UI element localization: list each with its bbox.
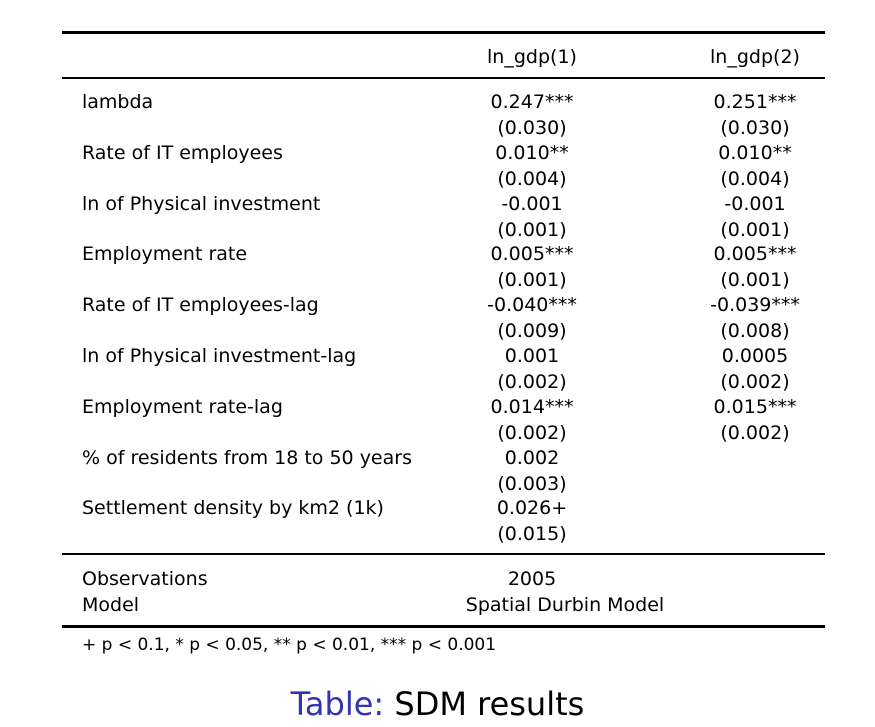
se-col2: (0.002) [720,422,790,444]
observations-label: Observations [82,568,208,590]
column-header-1: ln_gdp(1) [487,46,577,68]
coef-col1: -0.040*** [487,294,577,316]
se-col1: (0.002) [497,371,567,393]
coef-col2: 0.251*** [713,91,797,113]
table-bottom-rule [62,625,825,628]
coef-col1: -0.001 [501,193,563,215]
row-label: ln of Physical investment [82,193,321,215]
model-value: Spatial Durbin Model [465,594,665,616]
caption-tag: Table: [290,685,385,723]
se-col1: (0.001) [497,269,567,291]
coef-col2: 0.0005 [721,345,789,367]
table-top-rule [62,31,825,34]
se-col1: (0.030) [497,117,567,139]
se-col1: (0.004) [497,168,567,190]
coef-col1: 0.026+ [496,497,568,519]
row-label: ln of Physical investment-lag [82,345,357,367]
se-col1: (0.009) [497,320,567,342]
se-col1: (0.015) [497,523,567,545]
se-col1: (0.001) [497,219,567,241]
observations-value: 2005 [507,568,557,590]
se-col2: (0.001) [720,269,790,291]
caption-text: SDM results [394,685,585,723]
significance-notes: + p < 0.1, * p < 0.05, ** p < 0.01, *** … [82,635,497,655]
se-col1: (0.002) [497,422,567,444]
table-caption: Table: SDM results [0,684,875,724]
model-label: Model [82,594,140,616]
row-label: % of residents from 18 to 50 years [82,447,412,469]
coef-col2: 0.010** [718,142,792,164]
row-label: Rate of IT employees-lag [82,294,319,316]
coef-col1: 0.014*** [490,396,574,418]
row-label: Employment rate-lag [82,396,283,418]
row-label: Settlement density by km2 (1k) [82,497,384,519]
coef-col2: 0.005*** [713,243,797,265]
row-label: Employment rate [82,243,248,265]
coef-col1: 0.005*** [490,243,574,265]
coef-col1: 0.001 [504,345,560,367]
header-rule [62,77,825,79]
se-col2: (0.002) [720,371,790,393]
se-col2: (0.008) [720,320,790,342]
coef-col1: 0.010** [495,142,569,164]
row-label: lambda [82,91,154,113]
coef-col2: -0.001 [724,193,786,215]
stats-rule [62,553,825,555]
row-label: Rate of IT employees [82,142,283,164]
column-header-2: ln_gdp(2) [710,46,800,68]
coef-col1: 0.002 [504,447,560,469]
coef-col1: 0.247*** [490,91,574,113]
coef-col2: -0.039*** [710,294,800,316]
coef-col2: 0.015*** [713,396,797,418]
se-col1: (0.003) [497,473,567,495]
se-col2: (0.030) [720,117,790,139]
se-col2: (0.001) [720,219,790,241]
se-col2: (0.004) [720,168,790,190]
